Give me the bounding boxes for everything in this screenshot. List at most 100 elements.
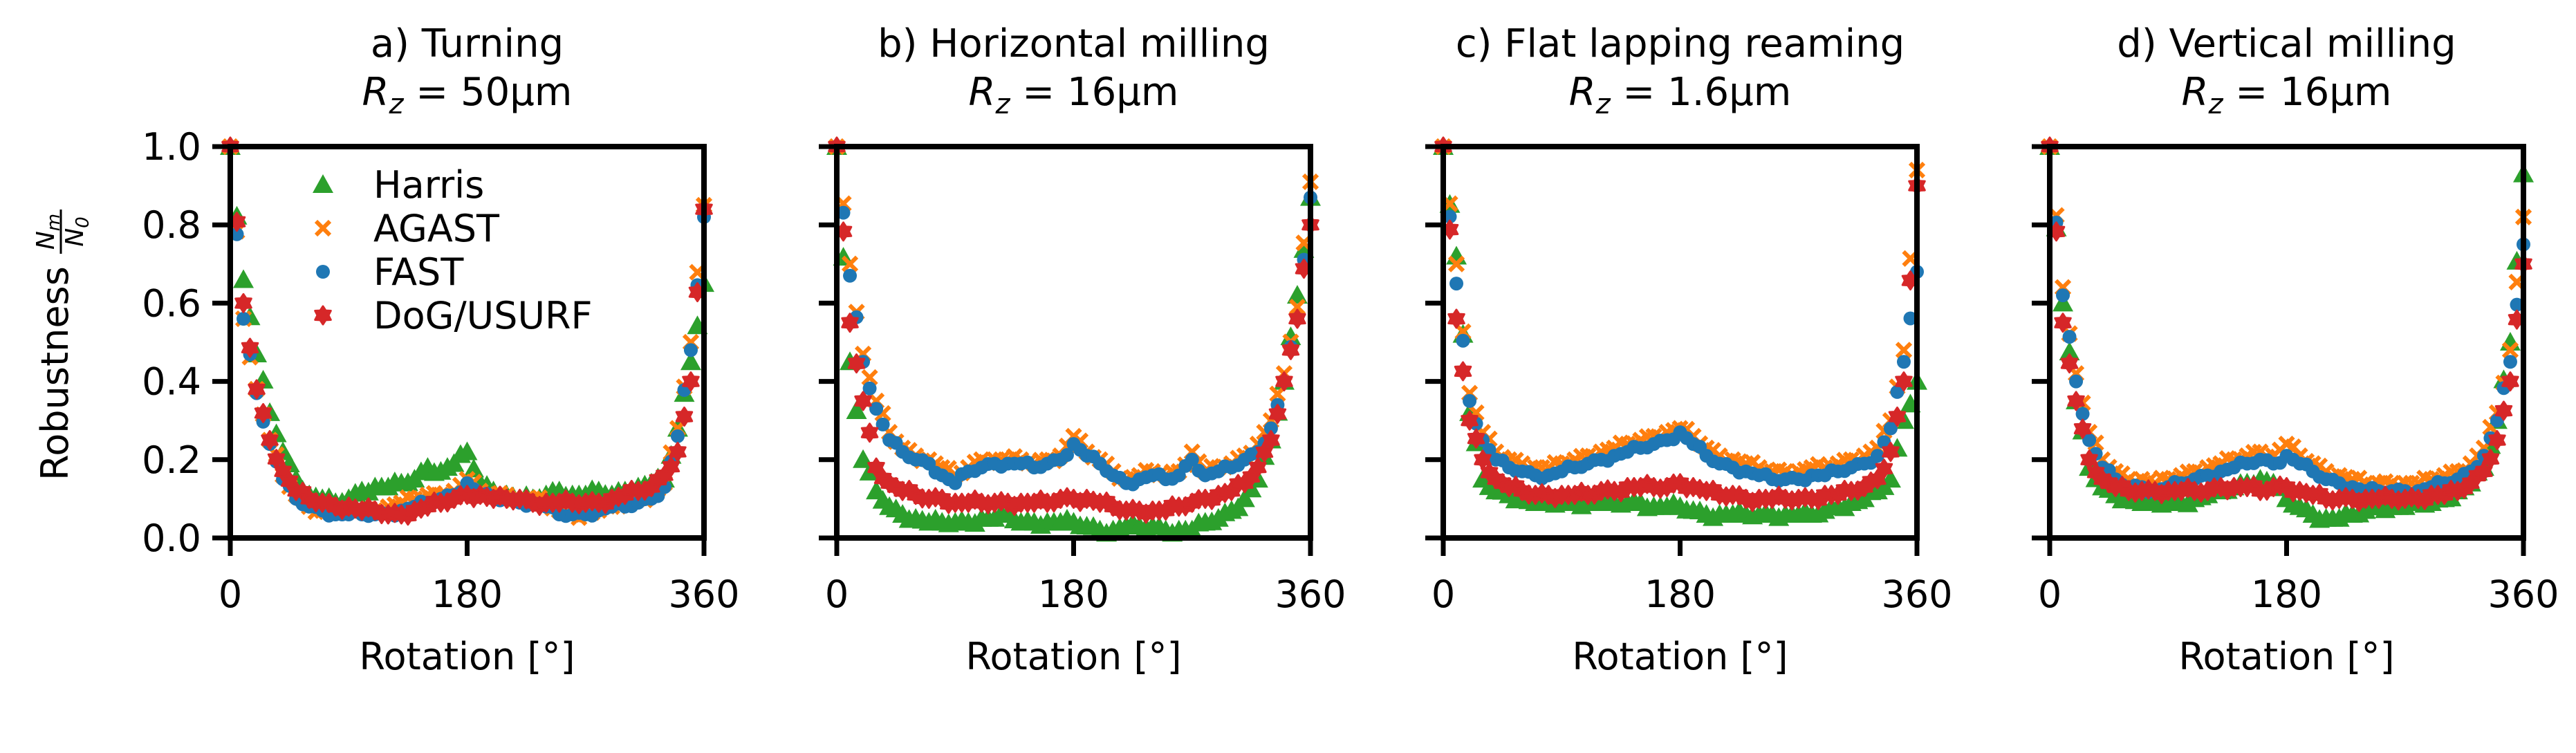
data-point — [2501, 342, 2519, 359]
panel-title: c) Flat lapping reaming — [1456, 21, 1905, 66]
x-tick-label: 0 — [219, 573, 242, 616]
data-points — [1433, 136, 1927, 526]
data-point — [237, 312, 251, 326]
data-point — [1249, 457, 1267, 478]
data-point — [2501, 371, 2519, 392]
data-point — [836, 205, 851, 220]
data-point — [862, 381, 877, 396]
data-point — [1447, 308, 1465, 329]
legend-item-dog-usurf: DoG/USURF — [314, 294, 593, 337]
data-point — [1449, 277, 1464, 291]
data-point — [860, 422, 879, 443]
data-point — [1454, 361, 1472, 382]
data-point — [2481, 449, 2500, 470]
legend-marker — [314, 305, 332, 326]
series-dog-usurf — [828, 136, 1319, 524]
legend-item-harris: Harris — [313, 163, 484, 207]
x-tick-label: 360 — [668, 573, 739, 616]
data-point — [1888, 407, 1907, 427]
data-point — [1234, 488, 1255, 508]
y-tick-label: 0.6 — [142, 281, 201, 325]
data-point — [854, 391, 872, 411]
data-point — [1461, 410, 1479, 431]
fraction-denominator: N0 — [61, 216, 93, 246]
y-axis-label-text: Robustness — [33, 266, 77, 481]
data-point — [675, 407, 694, 427]
data-point — [861, 369, 878, 387]
data-point — [662, 456, 680, 477]
data-point — [1877, 435, 1891, 449]
data-point — [1903, 311, 1918, 326]
data-point — [2494, 400, 2513, 421]
rz-symbol: R — [362, 70, 389, 115]
data-point — [230, 227, 244, 241]
data-point — [841, 313, 859, 333]
data-point — [1463, 393, 1477, 408]
legend-marker — [314, 219, 332, 237]
data-point — [1883, 421, 1898, 436]
data-point — [2082, 433, 2097, 447]
data-point — [463, 458, 485, 478]
data-point — [875, 417, 890, 431]
data-point — [846, 400, 867, 420]
data-point — [669, 442, 687, 462]
data-point — [1875, 458, 1893, 479]
x-tick-label: 180 — [1644, 573, 1716, 616]
data-point — [233, 269, 254, 288]
data-point — [1288, 308, 1306, 329]
series-dog-usurf — [1434, 136, 1926, 512]
rz-subscript: z — [994, 89, 1010, 120]
panel-subtitle: Rz = 50μm — [362, 70, 573, 120]
panel-title: d) Vertical milling — [2117, 21, 2456, 66]
rz-subscript: z — [2207, 89, 2223, 120]
x-axis-label: Rotation [°] — [965, 635, 1181, 678]
data-point — [1263, 421, 1278, 436]
den-sub: 0 — [73, 216, 93, 228]
data-point — [261, 430, 279, 450]
x-tick-label: 0 — [1431, 573, 1455, 616]
data-point — [843, 268, 858, 283]
data-point — [234, 292, 252, 313]
data-point — [1262, 430, 1280, 450]
data-point — [2054, 313, 2072, 333]
data-point — [2503, 355, 2517, 369]
legend-label: Harris — [373, 163, 484, 207]
fraction-numerator: Nm — [32, 214, 64, 250]
data-point — [1456, 333, 1470, 348]
series-dog-usurf — [221, 136, 713, 526]
data-point — [2488, 430, 2506, 450]
data-point — [1482, 443, 1497, 457]
data-point — [682, 371, 700, 392]
panel-subtitle: Rz = 16μm — [969, 70, 1179, 120]
data-point — [2059, 342, 2080, 361]
series-fast — [830, 140, 1317, 492]
data-point — [1870, 449, 1884, 463]
rz-symbol: R — [2182, 70, 2209, 115]
series-dog-usurf — [2041, 136, 2532, 512]
x-tick-label: 0 — [825, 573, 849, 616]
data-point — [1882, 442, 1900, 462]
data-point — [2067, 391, 2085, 411]
x-tick-label: 360 — [1881, 573, 1952, 616]
data-points — [2039, 136, 2534, 528]
rz-subscript: z — [388, 89, 404, 120]
data-point — [869, 402, 884, 416]
data-point — [1281, 340, 1300, 360]
legend-item-fast: FAST — [316, 250, 464, 294]
data-point — [254, 402, 272, 423]
data-point — [2075, 407, 2090, 421]
data-points — [826, 136, 1321, 542]
x-tick-label: 0 — [2038, 573, 2061, 616]
data-point — [1275, 371, 1293, 392]
legend-label: DoG/USURF — [373, 294, 593, 337]
legend-item-agast: AGAST — [314, 207, 500, 250]
data-point — [1895, 342, 1913, 359]
data-point — [683, 343, 698, 357]
x-tick-label: 180 — [2251, 573, 2322, 616]
series-agast — [828, 138, 1319, 488]
data-point — [1280, 326, 1301, 346]
